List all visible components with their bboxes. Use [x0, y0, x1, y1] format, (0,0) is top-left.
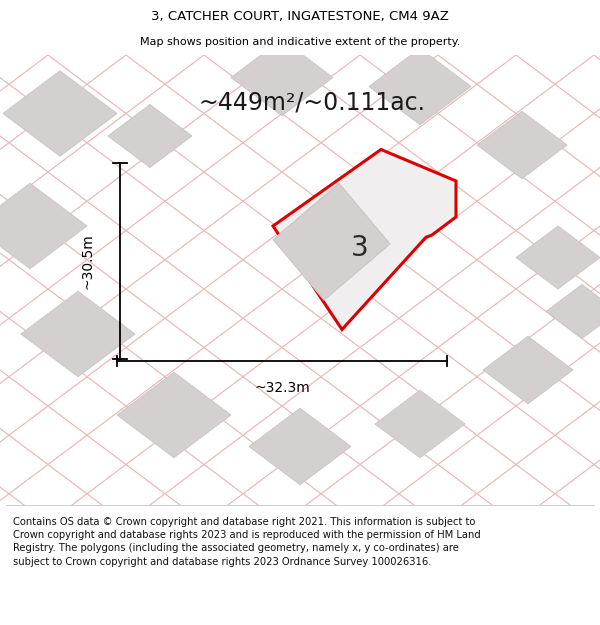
Polygon shape [483, 336, 573, 404]
Polygon shape [108, 104, 192, 168]
Polygon shape [231, 39, 333, 116]
Polygon shape [117, 372, 231, 458]
Text: Map shows position and indicative extent of the property.: Map shows position and indicative extent… [140, 38, 460, 48]
Text: 3, CATCHER COURT, INGATESTONE, CM4 9AZ: 3, CATCHER COURT, INGATESTONE, CM4 9AZ [151, 10, 449, 23]
Polygon shape [273, 149, 456, 329]
Text: Contains OS data © Crown copyright and database right 2021. This information is : Contains OS data © Crown copyright and d… [13, 517, 481, 567]
Polygon shape [249, 408, 351, 485]
Text: ~449m²/~0.111ac.: ~449m²/~0.111ac. [199, 91, 425, 115]
Text: ~32.3m: ~32.3m [254, 381, 310, 395]
Text: 3: 3 [351, 234, 369, 262]
Polygon shape [516, 226, 600, 289]
Polygon shape [3, 71, 117, 156]
Text: ~30.5m: ~30.5m [80, 233, 94, 289]
Polygon shape [375, 390, 465, 458]
Polygon shape [369, 48, 471, 125]
Polygon shape [21, 291, 135, 377]
Polygon shape [273, 183, 390, 300]
Polygon shape [477, 111, 567, 179]
Polygon shape [0, 183, 87, 269]
Polygon shape [546, 284, 600, 339]
